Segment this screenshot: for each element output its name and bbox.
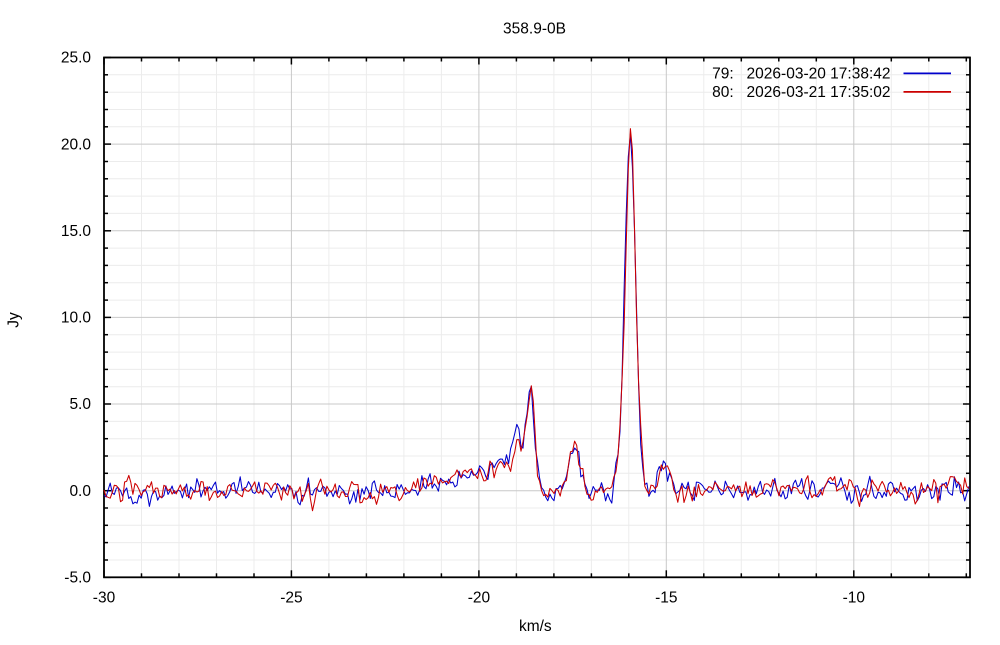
svg-text:0.0: 0.0 xyxy=(69,483,91,500)
svg-text:-25: -25 xyxy=(280,590,302,607)
svg-text:-30: -30 xyxy=(93,590,116,607)
svg-text:-10: -10 xyxy=(843,590,866,607)
svg-text:358.9-0B: 358.9-0B xyxy=(503,20,566,37)
svg-text:80: 2026-03-21 17:35:02: 80: 2026-03-21 17:35:02 xyxy=(712,84,890,101)
svg-text:-5.0: -5.0 xyxy=(64,570,91,587)
svg-text:20.0: 20.0 xyxy=(61,136,92,153)
svg-text:15.0: 15.0 xyxy=(61,223,92,240)
svg-text:km/s: km/s xyxy=(519,618,552,635)
svg-text:-15: -15 xyxy=(655,590,677,607)
svg-text:10.0: 10.0 xyxy=(61,310,92,327)
svg-text:5.0: 5.0 xyxy=(69,396,91,413)
svg-text:79: 2026-03-20 17:38:42: 79: 2026-03-20 17:38:42 xyxy=(712,66,890,83)
svg-text:-20: -20 xyxy=(468,590,491,607)
svg-text:25.0: 25.0 xyxy=(61,50,92,67)
svg-text:Jy: Jy xyxy=(6,312,23,328)
